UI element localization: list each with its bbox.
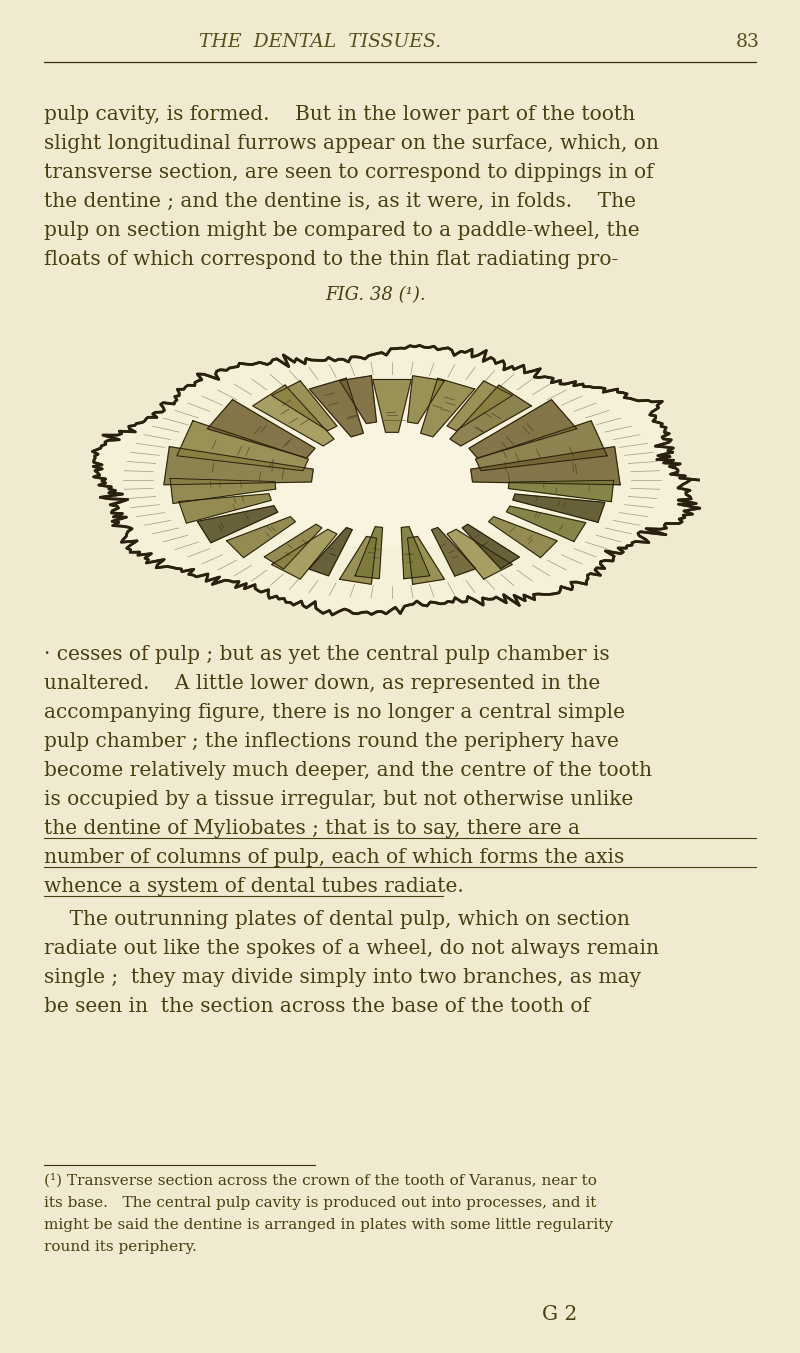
Text: floats of which correspond to the thin flat radiating pro-: floats of which correspond to the thin f…: [44, 250, 618, 269]
Polygon shape: [513, 494, 605, 522]
Text: unaltered.    A little lower down, as represented in the: unaltered. A little lower down, as repre…: [44, 674, 600, 693]
Polygon shape: [164, 446, 314, 484]
Polygon shape: [207, 399, 315, 459]
Polygon shape: [253, 386, 334, 446]
Polygon shape: [93, 345, 700, 616]
Text: radiate out like the spokes of a wheel, do not always remain: radiate out like the spokes of a wheel, …: [44, 939, 659, 958]
Polygon shape: [489, 517, 558, 557]
Polygon shape: [226, 517, 295, 557]
Polygon shape: [309, 528, 352, 576]
Text: pulp cavity, is formed.    But in the lower part of the tooth: pulp cavity, is formed. But in the lower…: [44, 106, 635, 124]
Text: accompanying figure, there is no longer a central simple: accompanying figure, there is no longer …: [44, 704, 625, 723]
Polygon shape: [407, 376, 444, 423]
Polygon shape: [272, 382, 337, 430]
Polygon shape: [462, 524, 519, 568]
Text: number of columns of pulp, each of which forms the axis: number of columns of pulp, each of which…: [44, 848, 624, 867]
Polygon shape: [475, 421, 607, 471]
Polygon shape: [431, 528, 476, 576]
Text: slight longitudinal furrows appear on the surface, which, on: slight longitudinal furrows appear on th…: [44, 134, 659, 153]
Text: be seen in  the section across the base of the tooth of: be seen in the section across the base o…: [44, 997, 590, 1016]
Polygon shape: [355, 526, 382, 579]
Polygon shape: [222, 413, 562, 547]
Polygon shape: [198, 506, 278, 543]
Polygon shape: [178, 494, 271, 524]
Text: (¹) Transverse section across the crown of the tooth of Varanus, near to: (¹) Transverse section across the crown …: [44, 1173, 597, 1188]
Polygon shape: [310, 379, 363, 437]
Text: might be said the dentine is arranged in plates with some little regularity: might be said the dentine is arranged in…: [44, 1218, 613, 1233]
Polygon shape: [340, 536, 377, 584]
Text: FIG. 38 (¹).: FIG. 38 (¹).: [326, 285, 426, 304]
Text: is occupied by a tissue irregular, but not otherwise unlike: is occupied by a tissue irregular, but n…: [44, 790, 634, 809]
Polygon shape: [407, 536, 444, 584]
Polygon shape: [508, 480, 614, 502]
Text: 83: 83: [736, 32, 760, 51]
Text: pulp on section might be compared to a paddle-wheel, the: pulp on section might be compared to a p…: [44, 221, 640, 239]
Polygon shape: [340, 376, 377, 423]
Polygon shape: [506, 506, 586, 541]
Text: round its periphery.: round its periphery.: [44, 1239, 197, 1254]
Text: single ;  they may divide simply into two branches, as may: single ; they may divide simply into two…: [44, 967, 641, 986]
Polygon shape: [421, 379, 474, 437]
Text: THE  DENTAL  TISSUES.: THE DENTAL TISSUES.: [199, 32, 441, 51]
Polygon shape: [264, 524, 322, 570]
Polygon shape: [177, 421, 309, 471]
Text: the dentine of Myliobates ; that is to say, there are a: the dentine of Myliobates ; that is to s…: [44, 819, 580, 838]
Polygon shape: [170, 479, 276, 503]
Polygon shape: [272, 529, 337, 579]
Polygon shape: [373, 380, 411, 433]
Polygon shape: [470, 446, 620, 484]
Text: the dentine ; and the dentine is, as it were, in folds.    The: the dentine ; and the dentine is, as it …: [44, 192, 636, 211]
Text: G 2: G 2: [542, 1306, 578, 1325]
Text: its base.   The central pulp cavity is produced out into processes, and it: its base. The central pulp cavity is pro…: [44, 1196, 596, 1210]
Polygon shape: [447, 529, 512, 579]
Text: transverse section, are seen to correspond to dippings in of: transverse section, are seen to correspo…: [44, 162, 654, 183]
Polygon shape: [447, 382, 512, 430]
Text: become relatively much deeper, and the centre of the tooth: become relatively much deeper, and the c…: [44, 760, 652, 779]
Polygon shape: [469, 399, 577, 459]
Text: whence a system of dental tubes radiate.: whence a system of dental tubes radiate.: [44, 877, 464, 896]
Text: pulp chamber ; the inflections round the periphery have: pulp chamber ; the inflections round the…: [44, 732, 619, 751]
Text: The outrunning plates of dental pulp, which on section: The outrunning plates of dental pulp, wh…: [44, 911, 630, 930]
Polygon shape: [402, 526, 430, 579]
Text: · cesses of pulp ; but as yet the central pulp chamber is: · cesses of pulp ; but as yet the centra…: [44, 645, 610, 664]
Polygon shape: [450, 386, 531, 446]
